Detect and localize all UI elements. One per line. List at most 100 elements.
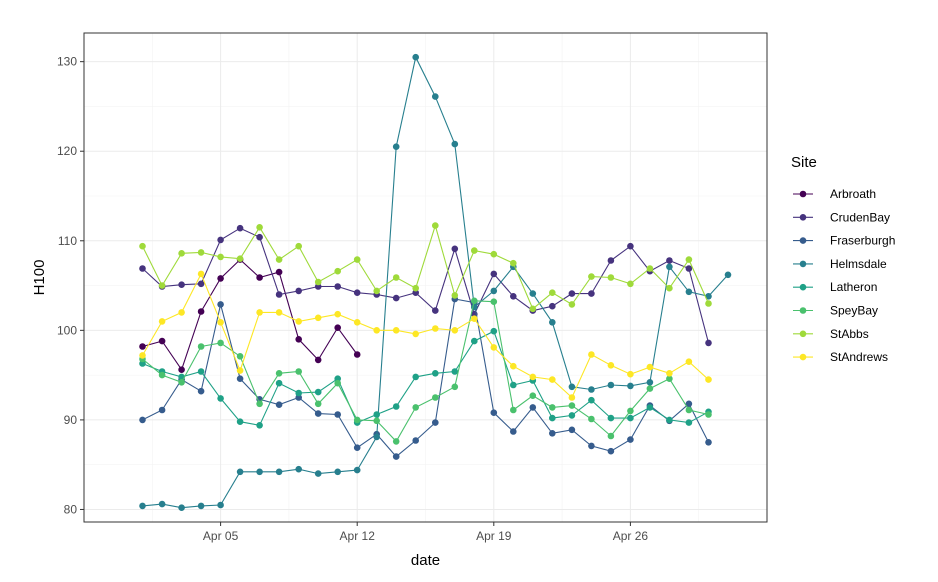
- legend-label: StAndrews: [830, 350, 888, 364]
- data-point-stabbs: [607, 274, 615, 281]
- data-point-latheron: [568, 412, 576, 419]
- y-tick-label: 120: [57, 144, 77, 158]
- data-point-speybay: [275, 370, 283, 377]
- data-point-speybay: [490, 298, 498, 306]
- data-point-crudenbay: [275, 291, 283, 298]
- y-tick-label: 110: [58, 234, 77, 248]
- data-point-helmsdale: [178, 504, 185, 512]
- data-point-standrews: [588, 351, 595, 358]
- data-point-speybay: [334, 379, 342, 387]
- data-point-helmsdale: [607, 381, 615, 389]
- data-point-crudenbay: [627, 242, 634, 250]
- data-point-speybay: [392, 438, 400, 445]
- data-point-latheron: [236, 418, 244, 426]
- data-point-fraserburgh: [275, 401, 283, 409]
- data-point-crudenbay: [685, 265, 693, 272]
- data-point-standrews: [353, 319, 361, 326]
- data-point-helmsdale: [256, 468, 263, 476]
- data-point-standrews: [295, 318, 303, 325]
- data-point-helmsdale: [646, 379, 654, 386]
- data-point-standrews: [412, 330, 420, 338]
- data-point-standrews: [490, 344, 498, 351]
- data-point-fraserburgh: [158, 406, 166, 414]
- data-point-latheron: [627, 414, 634, 422]
- data-point-crudenbay: [256, 233, 263, 241]
- data-point-helmsdale: [139, 502, 146, 510]
- data-point-standrews: [549, 376, 556, 383]
- data-point-standrews: [236, 367, 244, 374]
- series-line-speybay: [142, 300, 709, 443]
- data-point-helmsdale: [490, 287, 498, 295]
- data-point-arbroath: [158, 337, 166, 345]
- data-point-arbroath: [139, 343, 146, 350]
- x-tick-label: Apr 26: [613, 529, 649, 543]
- data-point-speybay: [471, 297, 478, 305]
- data-point-fraserburgh: [607, 447, 615, 455]
- data-point-latheron: [607, 414, 615, 422]
- data-point-arbroath: [353, 351, 361, 358]
- data-point-arbroath: [275, 268, 283, 276]
- data-point-standrews: [217, 319, 224, 326]
- data-point-stabbs: [568, 301, 576, 308]
- data-point-latheron: [275, 379, 283, 387]
- data-point-helmsdale: [549, 319, 556, 326]
- data-point-stabbs: [705, 300, 712, 307]
- data-point-latheron: [256, 422, 263, 429]
- data-point-standrews: [627, 370, 634, 378]
- legend-key-point: [799, 214, 807, 221]
- data-point-speybay: [705, 411, 712, 418]
- data-point-speybay: [158, 371, 166, 379]
- data-point-fraserburgh: [392, 453, 400, 460]
- data-point-latheron: [295, 389, 303, 397]
- legend-label: Arbroath: [830, 187, 876, 201]
- data-point-latheron: [471, 337, 478, 345]
- data-point-stabbs: [334, 267, 342, 275]
- data-point-standrews: [607, 362, 615, 369]
- data-point-crudenbay: [510, 293, 517, 300]
- series-arbroath: [139, 256, 361, 374]
- data-point-speybay: [646, 385, 654, 392]
- data-point-latheron: [588, 396, 595, 404]
- legend-item-fraserburgh: Fraserburgh: [793, 234, 895, 248]
- data-point-helmsdale: [295, 465, 303, 473]
- data-point-helmsdale: [685, 288, 693, 296]
- plot-border: [83, 32, 768, 523]
- data-point-stabbs: [588, 273, 595, 280]
- data-point-speybay: [666, 375, 673, 383]
- legend-label: SpeyBay: [830, 304, 878, 318]
- legend-key-point: [799, 260, 807, 268]
- data-point-crudenbay: [432, 307, 439, 314]
- data-point-fraserburgh: [510, 428, 517, 435]
- legend-label: Latheron: [830, 280, 877, 294]
- data-point-stabbs: [529, 305, 537, 313]
- data-point-fraserburgh: [529, 404, 537, 411]
- data-point-standrews: [705, 376, 712, 383]
- data-point-speybay: [451, 383, 459, 391]
- legend-items: Arbroath CrudenBay Fraserburgh Helmsdale Lat…: [793, 187, 895, 364]
- data-point-standrews: [666, 370, 673, 377]
- data-point-stabbs: [451, 292, 459, 299]
- data-point-helmsdale: [529, 290, 537, 297]
- data-point-speybay: [178, 379, 185, 386]
- legend-item-standrews: StAndrews: [793, 350, 888, 364]
- data-point-arbroath: [256, 274, 263, 281]
- data-point-crudenbay: [178, 281, 185, 289]
- data-point-standrews: [510, 362, 517, 370]
- legend-item-helmsdale: Helmsdale: [793, 257, 887, 271]
- data-point-latheron: [549, 414, 556, 422]
- x-tick-label: Apr 12: [340, 529, 376, 543]
- data-point-latheron: [451, 368, 459, 375]
- legend-key-point: [799, 307, 807, 314]
- data-point-helmsdale: [373, 433, 381, 441]
- data-point-fraserburgh: [627, 436, 634, 443]
- data-point-stabbs: [295, 242, 303, 250]
- data-point-latheron: [685, 419, 693, 426]
- data-point-arbroath: [197, 308, 205, 315]
- data-point-latheron: [392, 403, 400, 410]
- data-point-speybay: [217, 339, 224, 347]
- data-point-standrews: [685, 358, 693, 366]
- data-point-helmsdale: [217, 501, 224, 509]
- data-point-helmsdale: [275, 468, 283, 476]
- data-point-arbroath: [217, 275, 224, 282]
- x-axis: Apr 05 Apr 12 Apr 19 Apr 26: [203, 522, 648, 543]
